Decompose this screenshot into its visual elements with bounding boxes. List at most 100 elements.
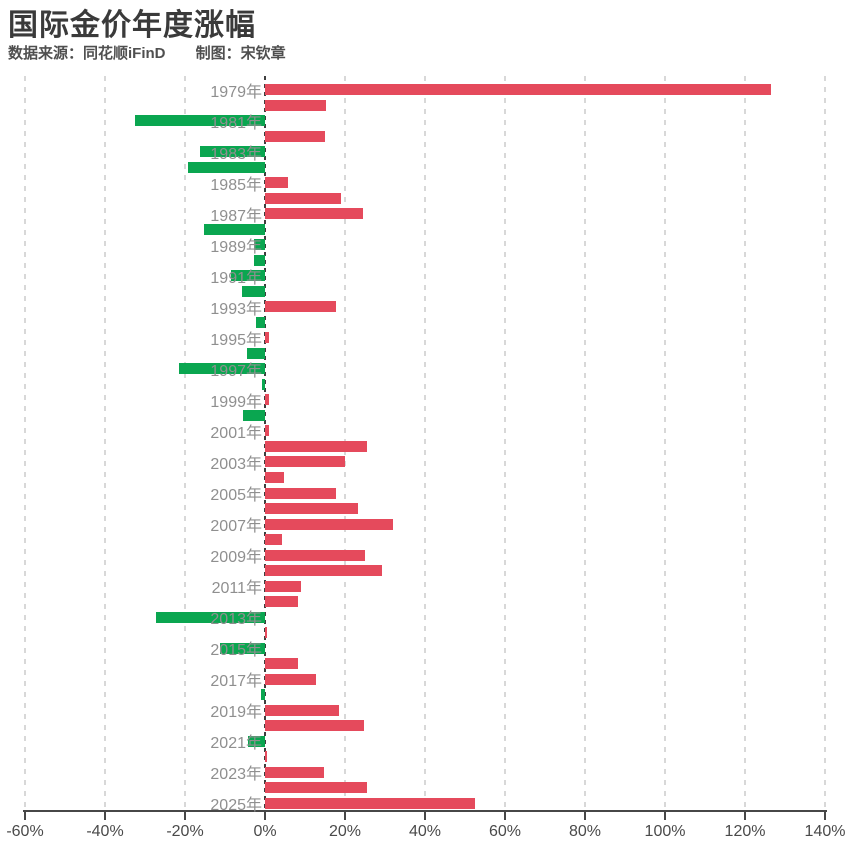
x-tick-label-100: 100%	[644, 823, 686, 840]
bar-2009	[265, 549, 366, 561]
bar-2021	[248, 735, 265, 747]
bar-2022	[265, 751, 267, 763]
chart-subtitle: 数据来源：同花顺iFinD 制图：宋钦章	[8, 42, 286, 63]
bar-2012	[265, 596, 299, 608]
x-tick-140	[824, 812, 826, 820]
x-tick--20	[184, 812, 186, 820]
x-tick-label--40: -40%	[86, 823, 124, 840]
year-label-2017: 2017年	[210, 673, 262, 691]
bar-2011	[265, 580, 301, 592]
bar-1983	[199, 146, 265, 158]
year-label-2023: 2023年	[210, 766, 262, 784]
x-tick-label--60: -60%	[6, 823, 44, 840]
x-tick-label-40: 40%	[408, 823, 442, 840]
year-label-1999: 1999年	[210, 393, 262, 411]
year-label-2013: 2013年	[210, 611, 262, 629]
gridline-120	[744, 76, 746, 810]
x-tick--40	[104, 812, 106, 820]
x-tick-120	[744, 812, 746, 820]
year-label-2009: 2009年	[210, 549, 262, 567]
bar-1990	[253, 254, 265, 266]
bar-2002	[265, 440, 368, 452]
bar-1992	[242, 285, 265, 297]
x-tick-0	[264, 812, 266, 820]
x-tick-label-80: 80%	[568, 823, 602, 840]
x-tick-label-140: 140%	[804, 823, 846, 840]
bar-2013	[155, 611, 265, 623]
bar-2007	[265, 518, 393, 530]
gridline--40	[104, 76, 106, 810]
year-label-1995: 1995年	[210, 331, 262, 349]
year-label-2001: 2001年	[210, 424, 262, 442]
x-tick-label--20: -20%	[166, 823, 204, 840]
bar-2010	[265, 565, 382, 577]
year-label-2015: 2015年	[210, 642, 262, 660]
bar-2015	[220, 642, 265, 654]
year-label-2007: 2007年	[210, 518, 262, 536]
bar-2024	[265, 782, 367, 794]
bar-1996	[246, 347, 265, 359]
bar-2005	[265, 487, 337, 499]
x-tick-label-60: 60%	[488, 823, 522, 840]
bar-1999	[265, 394, 269, 406]
bar-2004	[265, 472, 284, 483]
x-axis-line	[23, 810, 827, 812]
year-label-2019: 2019年	[210, 704, 262, 722]
gridline-40	[424, 76, 426, 810]
bar-1980	[265, 99, 326, 111]
bar-2017	[265, 673, 317, 685]
bar-2023	[265, 766, 324, 778]
bar-2019	[265, 704, 339, 716]
year-label-1989: 1989年	[210, 238, 262, 256]
bar-2025	[265, 797, 475, 809]
gridline-80	[584, 76, 586, 810]
year-label-1985: 1985年	[210, 176, 262, 194]
gridline-140	[824, 76, 826, 810]
data-source-label: 数据来源：同花顺iFinD	[8, 45, 166, 62]
bar-2003	[265, 456, 345, 468]
bar-1995	[265, 332, 269, 344]
gridline--60	[24, 76, 26, 810]
year-label-1987: 1987年	[210, 207, 262, 225]
x-tick-60	[504, 812, 506, 820]
bar-1981	[134, 115, 265, 127]
bar-1994	[256, 316, 265, 328]
bar-2014	[265, 627, 267, 639]
chart-title: 国际金价年度涨幅	[8, 9, 256, 42]
bar-1982	[265, 130, 325, 142]
bar-2000	[243, 409, 265, 421]
gridline-100	[664, 76, 666, 810]
bar-2006	[265, 503, 358, 515]
bar-1984	[188, 161, 265, 173]
year-label-2005: 2005年	[210, 487, 262, 505]
x-tick-80	[584, 812, 586, 820]
bar-1979	[265, 84, 771, 95]
gridline--20	[184, 76, 186, 810]
bar-1989	[254, 239, 265, 251]
x-tick-40	[424, 812, 426, 820]
x-tick-100	[664, 812, 666, 820]
year-label-2021: 2021年	[210, 735, 262, 753]
bar-1986	[265, 192, 341, 204]
bar-1987	[265, 208, 363, 220]
x-tick--60	[24, 812, 26, 820]
year-label-1979: 1979年	[210, 83, 262, 101]
bar-1997	[179, 363, 265, 375]
x-tick-label-0: 0%	[253, 823, 277, 840]
year-label-1983: 1983年	[210, 145, 262, 163]
bar-1988	[203, 223, 265, 235]
bar-2018	[261, 689, 265, 701]
bar-2001	[265, 425, 269, 437]
bar-2020	[265, 720, 364, 732]
year-label-1997: 1997年	[210, 362, 262, 380]
bar-2016	[265, 658, 299, 670]
year-label-2011: 2011年	[211, 580, 262, 598]
bar-1985	[265, 177, 289, 189]
x-tick-label-20: 20%	[328, 823, 362, 840]
x-tick-label-120: 120%	[724, 823, 766, 840]
year-label-1993: 1993年	[210, 300, 262, 318]
year-label-1991: 1991年	[210, 269, 262, 287]
bar-1991	[230, 270, 265, 282]
year-label-1981: 1981年	[210, 114, 262, 132]
